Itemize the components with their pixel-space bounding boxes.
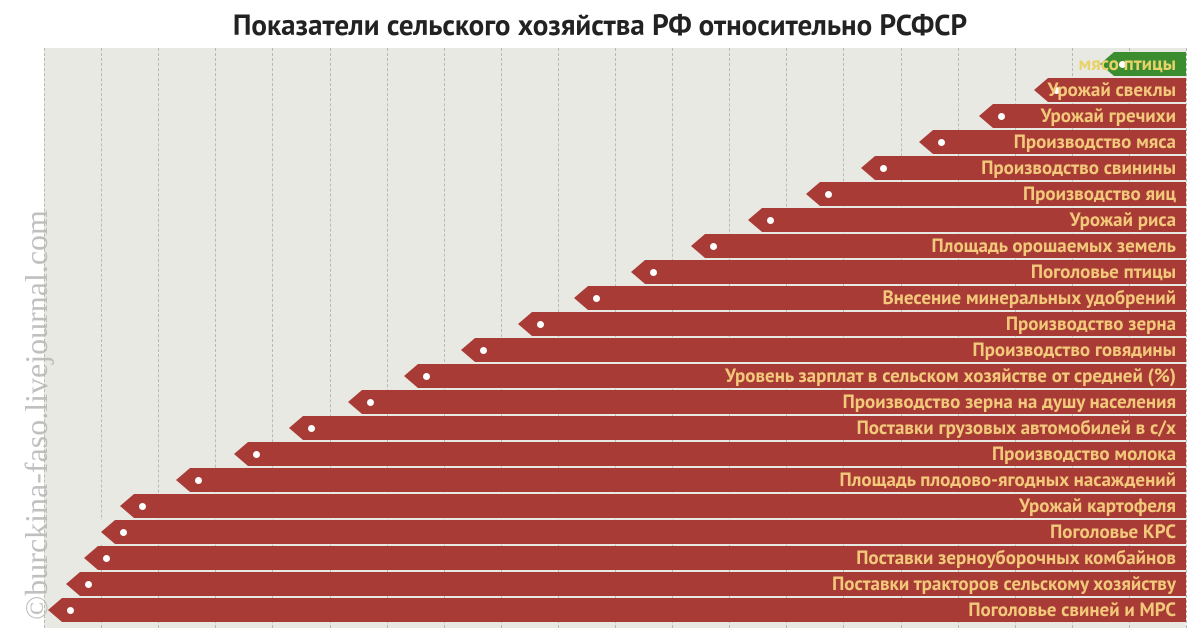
bar-dot-icon — [825, 191, 832, 198]
bar-label: Поставки грузовых автомобилей в с/х — [857, 416, 1176, 440]
bar-dot-icon — [710, 243, 717, 250]
bar: Производство мяса — [919, 130, 1186, 154]
bar-dot-icon — [253, 451, 260, 458]
bar: Производство свинины — [861, 156, 1186, 180]
bar: Поголовье свиней и МРС — [48, 598, 1186, 622]
bar-arrow-tip — [234, 442, 248, 466]
bar-arrow-tip — [631, 260, 645, 284]
bar-arrow-tip — [861, 156, 875, 180]
bar-dot-icon — [423, 373, 430, 380]
bar-label: Производство зерна на душу населения — [843, 390, 1176, 414]
bar-dot-icon — [593, 295, 600, 302]
bar-dot-icon — [67, 607, 74, 614]
bar-label: Уровень зарплат в сельском хозяйстве от … — [725, 364, 1176, 388]
bar-arrow-tip — [348, 390, 362, 414]
bar: Поголовье птицы — [631, 260, 1186, 284]
bar-arrow-tip — [919, 130, 933, 154]
bar: Производство говядины — [461, 338, 1186, 362]
bar-label: Урожай риса — [1070, 208, 1176, 232]
bar-arrow-tip — [748, 208, 762, 232]
bar: Площадь плодово-ягодных насаждений — [176, 468, 1186, 492]
bar-arrow-tip — [404, 364, 418, 388]
bar: Поголовье КРС — [101, 520, 1186, 544]
plot-area: мясо птицыУрожай свеклыУрожай гречихиПро… — [44, 48, 1186, 628]
bar: Урожай гречихи — [979, 104, 1186, 128]
bar-dot-icon — [85, 581, 92, 588]
bar-arrow-tip — [806, 182, 820, 206]
bar-arrow-tip — [518, 312, 532, 336]
bar: Поставки грузовых автомобилей в с/х — [289, 416, 1186, 440]
bar-label: Поголовье свиней и МРС — [968, 598, 1176, 622]
bar-dot-icon — [537, 321, 544, 328]
bar-label: Поголовье КРС — [1050, 520, 1176, 544]
bar-label: мясо птицы — [1078, 52, 1176, 76]
bar-arrow-tip — [289, 416, 303, 440]
bar: Внесение минеральных удобрений — [574, 286, 1186, 310]
bar-dot-icon — [880, 165, 887, 172]
bar-label: Урожай свеклы — [1047, 78, 1176, 102]
bar-dot-icon — [767, 217, 774, 224]
bar-dot-icon — [650, 269, 657, 276]
bar: Производство молока — [234, 442, 1186, 466]
bar-arrow-tip — [691, 234, 705, 258]
bar-label: Производство свинины — [981, 156, 1176, 180]
bar-dot-icon — [195, 477, 202, 484]
bar-label: Производство яиц — [1023, 182, 1176, 206]
bar: Производство зерна — [518, 312, 1186, 336]
bar-label: Внесение минеральных удобрений — [882, 286, 1176, 310]
chart-canvas: мясо птицыУрожай свеклыУрожай гречихиПро… — [0, 0, 1200, 628]
bar: Урожай риса — [748, 208, 1186, 232]
bar: мясо птицы — [1100, 52, 1186, 76]
bar-arrow-tip — [101, 520, 115, 544]
bar-dot-icon — [308, 425, 315, 432]
bar-arrow-tip — [66, 572, 80, 596]
bar-label: Производство молока — [992, 442, 1176, 466]
chart-title: Показатели сельского хозяйства РФ относи… — [0, 6, 1200, 44]
bar: Производство зерна на душу населения — [348, 390, 1186, 414]
watermark-text: ©burckina-faso.livejournal.com — [18, 210, 55, 620]
bar-arrow-tip — [461, 338, 475, 362]
bar-label: Производство зерна — [1006, 312, 1176, 336]
bar-label: Поставки зерноуборочных комбайнов — [856, 546, 1176, 570]
bar-arrow-tip — [979, 104, 993, 128]
bar-arrow-tip — [1034, 78, 1048, 102]
bar-label: Урожай гречихи — [1041, 104, 1176, 128]
bar: Урожай картофеля — [120, 494, 1186, 518]
bar-dot-icon — [103, 555, 110, 562]
bar-arrow-tip — [84, 546, 98, 570]
bar-dot-icon — [367, 399, 374, 406]
bar-label: Поставки тракторов сельскому хозяйству — [832, 572, 1176, 596]
bar-arrow-tip — [120, 494, 134, 518]
bar: Поставки тракторов сельскому хозяйству — [66, 572, 1186, 596]
bar-label: Площадь орошаемых земель — [932, 234, 1176, 258]
bar-dot-icon — [480, 347, 487, 354]
bar-label: Производство мяса — [1014, 130, 1176, 154]
bar-dot-icon — [120, 529, 127, 536]
bar-label: Урожай картофеля — [1019, 494, 1176, 518]
bar-label: Поголовье птицы — [1031, 260, 1176, 284]
bar-dot-icon — [998, 113, 1005, 120]
bar-dot-icon — [938, 139, 945, 146]
bar: Уровень зарплат в сельском хозяйстве от … — [404, 364, 1186, 388]
bar: Производство яиц — [806, 182, 1186, 206]
bar: Поставки зерноуборочных комбайнов — [84, 546, 1186, 570]
grid-line — [1186, 48, 1187, 628]
bar-dot-icon — [139, 503, 146, 510]
bar: Площадь орошаемых земель — [691, 234, 1186, 258]
bar: Урожай свеклы — [1034, 78, 1186, 102]
bar-label: Площадь плодово-ягодных насаждений — [839, 468, 1176, 492]
bar-label: Производство говядины — [973, 338, 1177, 362]
bar-arrow-tip — [176, 468, 190, 492]
bar-arrow-tip — [574, 286, 588, 310]
